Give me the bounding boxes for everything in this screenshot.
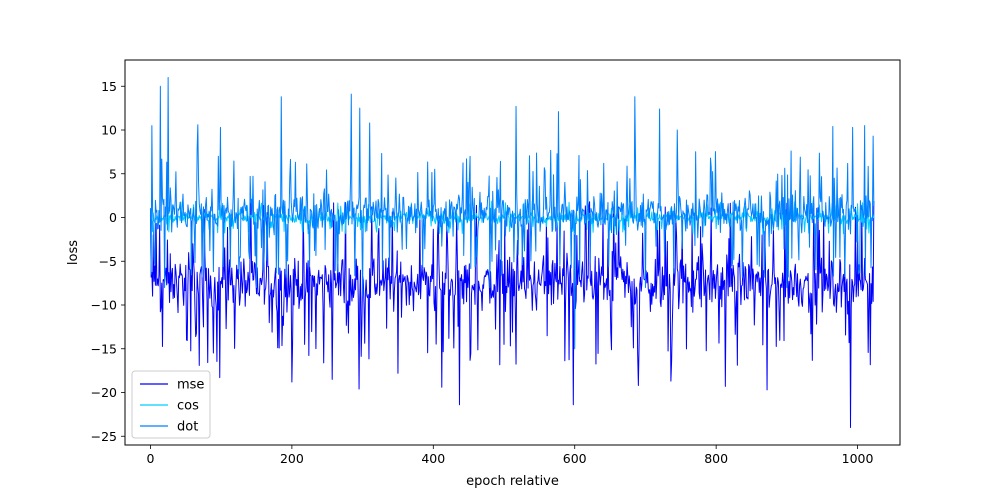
legend-label-cos: cos [177, 399, 199, 414]
plot-frame [124, 59, 901, 446]
y-axis: −25 −20 −15 −10 −5 0 5 10 15 [91, 79, 125, 444]
y-tick-label: 0 [109, 210, 117, 225]
y-tick-label: 5 [109, 166, 117, 181]
x-tick-label: 0 [146, 451, 154, 466]
series-layer [149, 77, 875, 428]
series-line-dot [149, 77, 875, 350]
y-tick-label: −20 [91, 385, 117, 400]
y-tick-label: 15 [101, 79, 117, 94]
y-tick-label: −15 [91, 341, 117, 356]
legend-label-mse: mse [177, 378, 204, 393]
y-tick-label: −10 [91, 298, 117, 313]
y-axis-label: loss [66, 240, 81, 265]
x-tick-label: 800 [704, 451, 728, 466]
x-tick-label: 1000 [842, 451, 874, 466]
y-tick-label: −25 [91, 429, 117, 444]
series-line-mse [149, 201, 875, 428]
y-tick-label: −5 [99, 254, 117, 269]
legend-label-dot: dot [177, 420, 198, 435]
x-tick-label: 400 [421, 451, 445, 466]
y-tick-label: 10 [101, 123, 117, 138]
legend-box [131, 370, 211, 439]
x-axis: 0 200 400 600 800 1000 [146, 445, 874, 466]
x-axis-label: epoch relative [466, 474, 559, 489]
x-tick-label: 600 [563, 451, 587, 466]
legend: mse cos dot [131, 370, 211, 439]
x-tick-label: 200 [280, 451, 304, 466]
